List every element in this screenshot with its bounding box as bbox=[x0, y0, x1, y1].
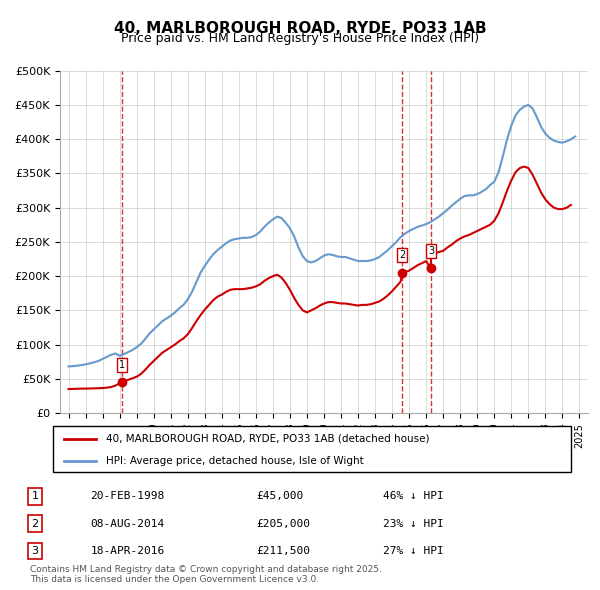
Text: 1: 1 bbox=[119, 360, 125, 370]
Text: 27% ↓ HPI: 27% ↓ HPI bbox=[383, 546, 443, 556]
FancyBboxPatch shape bbox=[53, 427, 571, 473]
Text: 2: 2 bbox=[399, 250, 406, 260]
Text: Contains HM Land Registry data © Crown copyright and database right 2025.
This d: Contains HM Land Registry data © Crown c… bbox=[30, 565, 382, 584]
Text: 20-FEB-1998: 20-FEB-1998 bbox=[90, 491, 164, 502]
Text: 1: 1 bbox=[32, 491, 38, 502]
Text: 40, MARLBOROUGH ROAD, RYDE, PO33 1AB: 40, MARLBOROUGH ROAD, RYDE, PO33 1AB bbox=[113, 21, 487, 35]
Text: 46% ↓ HPI: 46% ↓ HPI bbox=[383, 491, 443, 502]
Text: Price paid vs. HM Land Registry's House Price Index (HPI): Price paid vs. HM Land Registry's House … bbox=[121, 32, 479, 45]
Text: £211,500: £211,500 bbox=[256, 546, 310, 556]
Text: 3: 3 bbox=[428, 246, 434, 256]
Text: 23% ↓ HPI: 23% ↓ HPI bbox=[383, 519, 443, 529]
Text: 2: 2 bbox=[31, 519, 38, 529]
Text: HPI: Average price, detached house, Isle of Wight: HPI: Average price, detached house, Isle… bbox=[106, 456, 364, 466]
Text: £205,000: £205,000 bbox=[256, 519, 310, 529]
Text: 40, MARLBOROUGH ROAD, RYDE, PO33 1AB (detached house): 40, MARLBOROUGH ROAD, RYDE, PO33 1AB (de… bbox=[106, 434, 430, 444]
Text: 18-APR-2016: 18-APR-2016 bbox=[90, 546, 164, 556]
Text: £45,000: £45,000 bbox=[256, 491, 303, 502]
Text: 3: 3 bbox=[32, 546, 38, 556]
Text: 08-AUG-2014: 08-AUG-2014 bbox=[90, 519, 164, 529]
